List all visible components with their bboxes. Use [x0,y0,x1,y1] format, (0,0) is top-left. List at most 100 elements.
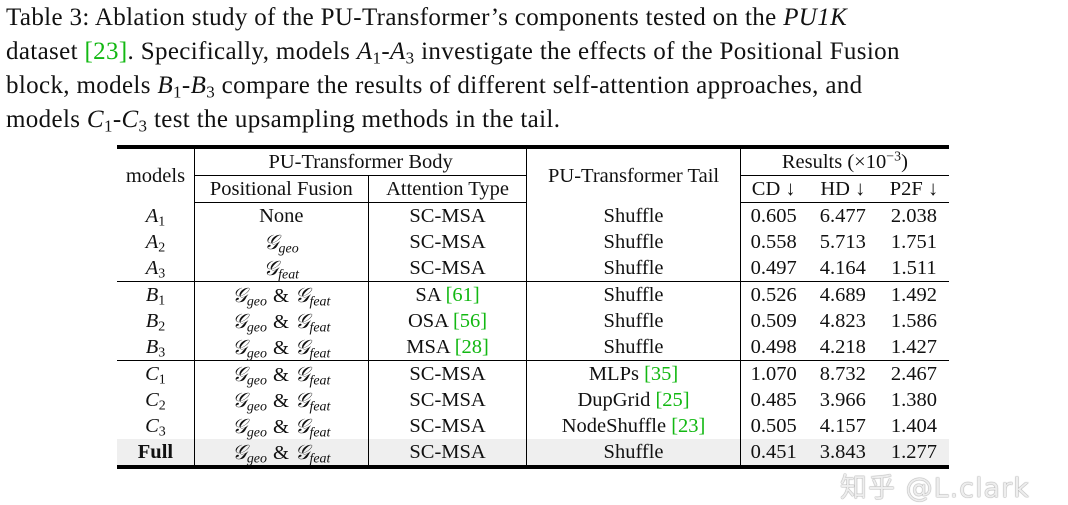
g-symbol: 𝒢 [294,282,310,307]
math-sub: 3 [405,48,415,68]
hd-value: 6.477 [819,205,866,227]
cd-value: 0.605 [750,205,797,227]
citation-link[interactable]: [23] [671,415,706,437]
g-subscript: feat [309,372,331,388]
model-cell: A3 [117,255,195,282]
g-symbol: 𝒢 [232,282,247,307]
citation-link[interactable]: [61] [445,284,480,306]
results-cell: 0.505 4.157 1.404 [740,413,949,439]
caption-text: block, models [6,72,158,99]
positional-fusion-value: None [259,205,304,227]
g-symbol: 𝒢 [232,308,247,333]
caption-line-1: Table 3: Ablation study of the PU-Transf… [6,1,847,35]
p2f-value: 1.511 [891,257,937,279]
results-cell: 0.451 3.843 1.277 [740,439,949,469]
citation-link[interactable]: [25] [655,389,690,411]
g-subscript: feat [309,424,331,440]
header-metrics: CD ↓ HD ↓ P2F ↓ [740,175,949,203]
g-subscript: feat [309,450,331,466]
citation-link[interactable]: [56] [452,310,488,332]
results-cell: 0.498 4.218 1.427 [740,334,949,361]
joiner: & [272,441,289,464]
model-index: 2 [158,398,166,414]
results-cell: 0.497 4.164 1.511 [740,255,949,282]
model-index: 3 [158,345,166,361]
hd-value: 5.713 [819,231,866,253]
g-symbol: 𝒢 [232,361,247,386]
citation-link[interactable]: [35] [644,363,679,385]
tail-value: Shuffle [603,284,664,306]
attention-type-value: SC-MSA [409,363,486,385]
p2f-value: 1.404 [890,415,938,437]
watermark: 知乎 @L.clark [840,473,1030,504]
g-symbol: 𝒢 [263,229,279,254]
caption-text: - [381,38,390,65]
model-index: 3 [158,424,166,440]
model-index: 1 [158,214,166,230]
model-cell: B3 [117,334,195,361]
tail-cell: Shuffle [526,334,741,361]
g-symbol: 𝒢 [294,308,310,333]
positional-fusion-cell: None [194,202,369,229]
header-hd: HD ↓ [820,178,866,200]
tail-cell: Shuffle [526,281,741,308]
attention-type-cell: SA [61] [368,281,528,308]
header-results: Results (×10−3) [740,145,949,176]
hd-value: 4.218 [819,336,866,358]
attention-type-cell: SC-MSA [368,202,528,229]
header-positional-fusion: Positional Fusion [194,175,369,203]
attention-type-cell: SC-MSA [368,413,528,439]
math-sub: 3 [206,82,216,102]
attention-type-cell: MSA [28] [368,334,528,361]
citation-link[interactable]: [23] [84,38,128,65]
math: C [121,106,139,133]
math-sub: 1 [173,82,182,102]
g-subscript: geo [246,450,267,466]
attention-type-cell: SC-MSA [368,229,528,255]
math: C [86,106,104,133]
model-cell: B2 [117,308,195,335]
positional-fusion-cell: 𝒢geo & 𝒢feat [194,360,369,388]
model-name: C [145,415,159,437]
model-cell: C2 [117,387,195,414]
math-sub: 1 [372,48,382,68]
caption-text: Table 3: Ablation study of the PU-Transf… [6,4,784,31]
g-subscript: feat [309,398,331,414]
citation-link[interactable]: [28] [454,336,489,358]
attention-type-value: SC-MSA [409,389,486,411]
tail-cell: Shuffle [526,308,741,334]
g-subscript: geo [246,398,267,414]
header-body: PU-Transformer Body [194,145,528,176]
attention-type-value: SC-MSA [409,415,486,437]
hd-value: 8.732 [819,363,866,385]
model-index: 1 [158,293,166,309]
cd-value: 1.070 [750,363,797,385]
caption-text: - [181,72,191,99]
table-row: B2 𝒢geo & 𝒢feat OSA [56] Shuffle 0.509 4.823 1… [117,308,949,334]
cd-value: 0.485 [750,389,797,411]
g-subscript: feat [309,345,331,361]
table-row: C3 𝒢geo & 𝒢feat SC-MSA NodeShuffle [23] 0.505 … [117,413,949,439]
header-models: models [117,145,195,203]
results-cell: 0.526 4.689 1.492 [740,281,949,308]
tail-cell: Shuffle [526,439,741,469]
model-cell: C1 [117,360,195,387]
hd-value: 4.157 [819,415,866,437]
joiner: & [272,389,289,412]
caption-text: models [6,106,87,133]
results-cell: 0.485 3.966 1.380 [740,387,949,413]
table-row: C1 𝒢geo & 𝒢feat SC-MSA MLPs [35] 1.070 8.732 2… [117,360,949,388]
caption-line-2: dataset [23]. Specifically, models A1-A3… [6,35,900,69]
g-subscript: geo [246,424,267,440]
model-name: B [145,310,159,332]
model-index: 2 [158,319,166,335]
caption-text: . Specifically, models [127,38,357,65]
g-subscript: geo [278,240,299,256]
attention-type-value: OSA [407,310,453,332]
results-cell: 1.070 8.732 2.467 [740,360,949,387]
attention-type-cell: SC-MSA [368,387,528,413]
g-symbol: 𝒢 [232,334,247,359]
ablation-table: models PU-Transformer Body PU-Transforme… [117,145,949,469]
table-row: A1 None SC-MSA Shuffle 0.605 6.477 2.038 [117,202,949,230]
g-symbol: 𝒢 [294,387,310,412]
